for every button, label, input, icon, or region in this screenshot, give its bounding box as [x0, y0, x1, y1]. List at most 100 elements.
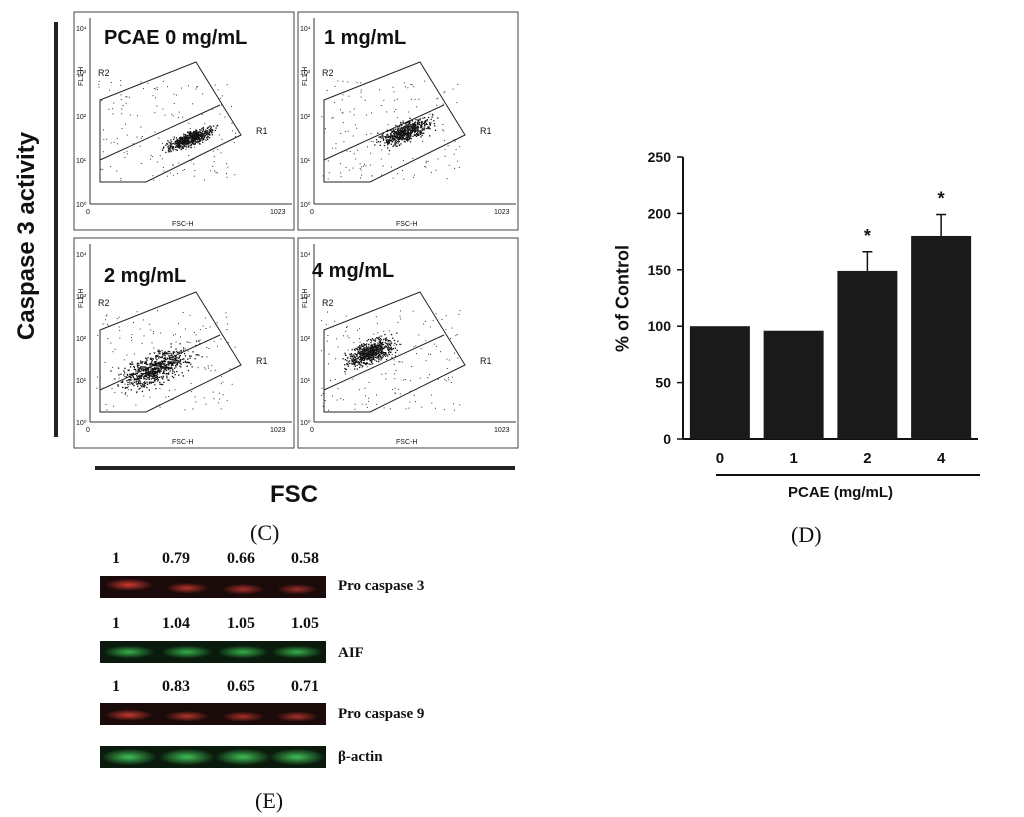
event-dot: [376, 394, 377, 396]
event-dot: [162, 80, 164, 82]
event-dot: [389, 129, 391, 131]
event-dot: [454, 167, 456, 169]
event-dot: [359, 328, 361, 330]
band: [160, 746, 214, 768]
event-dot: [174, 140, 176, 143]
event-dot: [195, 334, 197, 336]
event-dot: [113, 141, 115, 143]
event-dot: [391, 134, 393, 136]
event-dot: [342, 122, 344, 124]
event-dot: [158, 365, 160, 367]
event-dot: [370, 354, 372, 356]
event-dot: [399, 135, 401, 137]
event-dot: [138, 377, 140, 379]
event-dot: [173, 376, 175, 379]
event-dot: [352, 135, 354, 137]
event-dot: [148, 375, 150, 377]
event-dot: [174, 333, 176, 335]
event-dot: [195, 88, 197, 90]
event-dot: [414, 129, 416, 131]
band: [102, 746, 156, 768]
event-dot: [357, 361, 359, 364]
event-dot: [206, 127, 209, 129]
event-dot: [369, 352, 371, 355]
event-dot: [221, 138, 223, 140]
ratio-pc3-lane1: 1: [112, 550, 120, 567]
event-dot: [393, 344, 395, 346]
event-dot: [374, 348, 376, 350]
event-dot: [188, 362, 190, 364]
event-dot: [154, 364, 156, 367]
event-dot: [321, 320, 323, 322]
event-dot: [183, 135, 185, 137]
event-dot: [137, 382, 139, 384]
event-dot: [150, 357, 152, 359]
event-dot: [418, 126, 420, 128]
event-dot: [165, 396, 167, 398]
event-dot: [226, 84, 228, 86]
event-dot: [396, 349, 398, 351]
event-dot: [357, 357, 359, 359]
event-dot: [152, 364, 154, 366]
event-dot: [157, 377, 159, 378]
event-dot: [139, 374, 141, 376]
event-dot: [149, 371, 151, 373]
flow-x-axis-title: FSC-H: [396, 439, 417, 446]
event-dot: [181, 351, 183, 353]
event-dot: [368, 346, 370, 348]
event-dot: [160, 368, 163, 370]
event-dot: [363, 349, 366, 351]
event-dot: [390, 135, 392, 137]
event-dot: [421, 129, 423, 131]
event-dot: [410, 138, 412, 140]
event-dot: [363, 352, 365, 354]
event-dot: [367, 352, 369, 354]
event-dot: [416, 134, 419, 136]
event-dot: [403, 130, 405, 132]
event-dot: [158, 368, 160, 370]
event-dot: [141, 342, 143, 344]
event-dot: [321, 387, 323, 389]
event-dot: [455, 121, 457, 123]
event-dot: [171, 144, 173, 146]
event-dot: [381, 136, 383, 138]
event-dot: [361, 366, 363, 368]
event-dot: [178, 351, 181, 353]
event-dot: [126, 380, 128, 382]
event-dot: [127, 379, 129, 381]
event-dot: [167, 373, 169, 375]
event-dot: [359, 364, 361, 366]
event-dot: [178, 356, 180, 359]
event-dot: [135, 370, 137, 372]
flow-x-min-label: 0: [86, 209, 90, 216]
event-dot: [351, 363, 353, 365]
event-dot: [402, 134, 405, 137]
event-dot: [189, 355, 191, 357]
event-dot: [180, 352, 183, 354]
event-dot: [444, 378, 446, 380]
event-dot: [423, 129, 425, 131]
event-dot: [396, 136, 398, 139]
event-dot: [168, 147, 171, 149]
event-dot: [372, 353, 374, 356]
event-dot: [178, 138, 180, 140]
event-dot: [373, 345, 376, 347]
flow-y-tick-label: 10³: [76, 70, 87, 77]
event-dot: [362, 343, 365, 345]
event-dot: [401, 137, 403, 139]
event-dot: [208, 137, 211, 139]
event-dot: [138, 388, 140, 390]
event-dot: [371, 175, 373, 177]
event-dot: [151, 364, 153, 366]
event-dot: [365, 355, 367, 357]
event-dot: [345, 315, 347, 317]
event-dot: [378, 354, 380, 356]
event-dot: [200, 137, 203, 139]
event-dot: [407, 131, 409, 134]
event-dot: [397, 321, 399, 323]
event-dot: [361, 362, 363, 364]
event-dot: [182, 143, 184, 145]
event-dot: [381, 348, 383, 351]
event-dot: [352, 354, 354, 356]
event-dot: [129, 373, 131, 376]
